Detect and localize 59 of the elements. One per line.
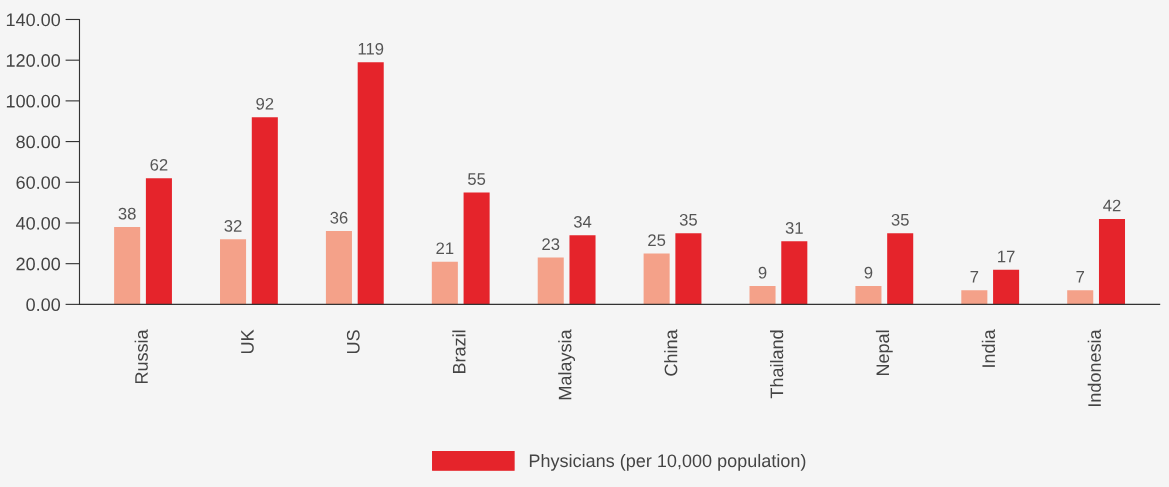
x-tick-label: Thailand [770, 330, 784, 399]
x-tick-label: Indonesia [1087, 329, 1101, 407]
data-label: 9 [864, 266, 873, 279]
bar [114, 227, 141, 305]
y-tick-label: 80.00 [16, 135, 61, 149]
y-tick-label: 20.00 [16, 257, 61, 271]
x-tick-label: Brazil [452, 330, 466, 374]
x-tick-label: UK [241, 329, 254, 354]
x-tick-label: Nepal [875, 330, 893, 376]
bar [463, 192, 490, 305]
data-label: 38 [118, 207, 136, 220]
bar [325, 231, 352, 305]
data-label: 25 [648, 234, 666, 247]
x-tick-label: US [346, 330, 360, 354]
data-label: 35 [679, 213, 697, 226]
data-label: 34 [573, 215, 592, 228]
legend-label: Physicians (per 10,000 population) [529, 453, 806, 471]
data-label: 7 [970, 271, 979, 283]
x-tick-label: China [664, 329, 678, 376]
data-label: 23 [542, 238, 560, 251]
data-label: 7 [1076, 271, 1085, 283]
y-tick-label: 140.00 [6, 13, 61, 27]
data-label: 9 [758, 266, 767, 279]
bar [993, 269, 1020, 305]
bar [569, 235, 596, 305]
x-tick-label: India [981, 329, 996, 367]
data-label: 62 [150, 158, 168, 171]
bar [357, 62, 384, 305]
bar [749, 286, 776, 305]
bar [220, 239, 247, 305]
bar [961, 290, 988, 305]
data-label: 35 [891, 213, 909, 226]
data-label: 31 [785, 222, 803, 234]
y-tick-label: 120.00 [6, 54, 61, 67]
data-label: 119 [358, 42, 384, 55]
bar [1067, 290, 1094, 305]
data-label: 42 [1103, 199, 1121, 212]
data-label: 92 [256, 97, 274, 110]
y-tick-label: 60.00 [16, 176, 61, 189]
x-tick-label: Russia [134, 329, 148, 384]
bar [781, 241, 808, 305]
bar [145, 178, 172, 305]
data-label: 36 [330, 211, 348, 224]
bar [643, 253, 670, 305]
bar [431, 261, 458, 305]
y-tick-label: 0.00 [26, 298, 61, 312]
data-label: 17 [998, 250, 1015, 263]
bar [887, 233, 914, 305]
y-tick-label: 100.00 [6, 94, 61, 108]
bar [1098, 218, 1126, 305]
bar [855, 286, 882, 305]
y-tick-label: 40.00 [15, 216, 61, 230]
data-label: 32 [224, 219, 242, 232]
data-label: 55 [468, 173, 486, 185]
bar [537, 257, 564, 305]
bar [251, 117, 278, 305]
x-tick-label: Malaysia [558, 329, 576, 400]
data-label: 21 [436, 242, 454, 255]
bar [675, 233, 702, 305]
